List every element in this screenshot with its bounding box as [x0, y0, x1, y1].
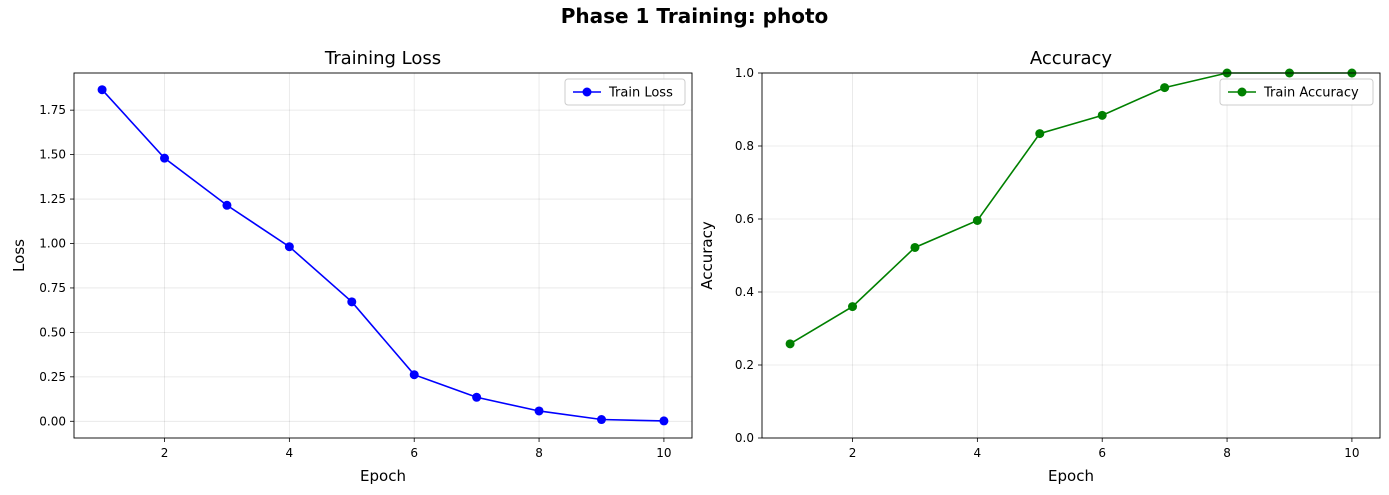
accuracy-chart-panel: 2 4 6 8 10 0.0 0.2 0.4 0.6 0.8 1.0 Accuracy Epoch Acc…: [698, 48, 1381, 485]
y-tick-label: 1.00: [39, 236, 66, 250]
loss-series-line: [101, 89, 664, 422]
legend-box: [1219, 78, 1374, 106]
accuracy-series-line: [789, 72, 1352, 345]
plot-frame: [73, 72, 693, 439]
loss-data-point: [347, 297, 357, 307]
legend-label: Train Accuracy: [1263, 86, 1359, 101]
x-tick-label: 6: [1098, 446, 1106, 460]
y-tick-label: 0.4: [735, 285, 754, 299]
y-axis-label: Loss: [10, 239, 28, 272]
legend-marker-swatch: [582, 87, 592, 97]
x-tick-label: 2: [849, 446, 857, 460]
loss-legend: Train Loss: [564, 78, 686, 106]
x-tick-label: 8: [1223, 446, 1231, 460]
loss-data-point: [222, 200, 232, 210]
accuracy-data-point: [910, 242, 920, 252]
x-tick-label: 4: [974, 446, 982, 460]
loss-data-point: [409, 370, 419, 380]
y-tick-label: 0.2: [735, 358, 754, 372]
x-tick-label: 8: [535, 446, 543, 460]
loss-chart-panel: 2 4 6 8 10 0.00 0.25 0.50 0.75 1.00 1.25 1.50 1.75 Tr…: [10, 48, 693, 485]
accuracy-data-point: [1035, 129, 1045, 139]
legend-box: [564, 78, 686, 106]
y-tick-label: 0.25: [39, 370, 66, 384]
plot-frame: [761, 72, 1381, 439]
loss-data-point: [160, 153, 170, 163]
y-axis-label: Accuracy: [698, 221, 716, 290]
loss-data-point: [659, 416, 669, 426]
legend-marker-swatch: [1237, 87, 1247, 97]
loss-data-point: [596, 415, 606, 425]
x-tick-label: 10: [1344, 446, 1359, 460]
loss-data-point: [284, 242, 294, 252]
x-tick-label: 6: [410, 446, 418, 460]
y-tick-label: 1.25: [39, 192, 66, 206]
figure-title: Phase 1 Training: photo: [560, 4, 829, 28]
accuracy-legend: Train Accuracy: [1219, 78, 1374, 106]
x-axis-label: Epoch: [1048, 467, 1094, 485]
y-tick-label: 0.50: [39, 325, 66, 339]
x-tick-label: 10: [656, 446, 671, 460]
y-tick-label: 0.0: [735, 431, 754, 445]
accuracy-data-point: [972, 215, 982, 225]
x-tick-label: 4: [286, 446, 294, 460]
accuracy-data-point: [1097, 110, 1107, 120]
y-tick-label: 0.6: [735, 212, 754, 226]
x-axis-label: Epoch: [360, 467, 406, 485]
y-tick-label: 0.8: [735, 139, 754, 153]
accuracy-data-point: [1160, 83, 1170, 93]
loss-data-point: [534, 406, 544, 416]
y-tick-label: 1.0: [735, 66, 754, 80]
x-tick-label: 2: [161, 446, 169, 460]
loss-data-point: [472, 392, 482, 402]
y-tick-label: 0.00: [39, 414, 66, 428]
y-tick-label: 1.50: [39, 148, 66, 162]
accuracy-data-point: [785, 339, 795, 349]
loss-data-point: [97, 85, 107, 95]
y-tick-label: 1.75: [39, 103, 66, 117]
loss-chart-title: Training Loss: [324, 48, 441, 69]
legend-label: Train Loss: [608, 86, 673, 101]
y-tick-label: 0.75: [39, 281, 66, 295]
accuracy-data-point: [848, 302, 858, 312]
accuracy-chart-title: Accuracy: [1030, 48, 1113, 69]
